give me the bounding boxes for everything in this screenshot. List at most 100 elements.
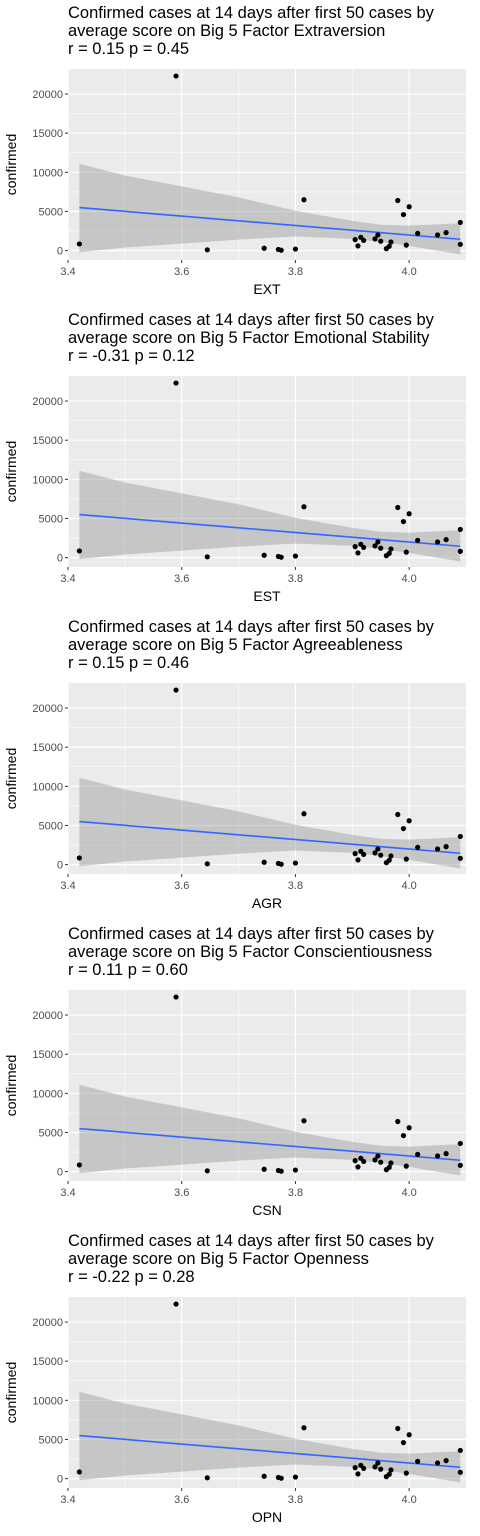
x-tick-label: 4.0 bbox=[401, 1187, 416, 1199]
chart-title-line-2: average score on Big 5 Factor Agreeablen… bbox=[68, 636, 403, 654]
regression-line bbox=[79, 1127, 461, 1162]
x-tick-label: 3.8 bbox=[288, 573, 303, 585]
chart-title-line-3: r = 0.15 p = 0.46 bbox=[68, 654, 190, 672]
y-axis-title: confirmed bbox=[3, 1362, 19, 1423]
chart-title-line-1: Confirmed cases at 14 days after first 5… bbox=[68, 4, 434, 22]
data-point bbox=[355, 857, 361, 863]
plot-panel-background bbox=[68, 69, 466, 260]
data-point bbox=[443, 230, 449, 236]
data-point bbox=[443, 537, 449, 543]
data-point bbox=[352, 237, 358, 243]
x-tick-label: 3.6 bbox=[174, 880, 189, 892]
data-point bbox=[76, 548, 82, 554]
chart-title-line-2: average score on Big 5 Factor Emotional … bbox=[68, 329, 430, 347]
data-point bbox=[261, 859, 267, 865]
data-point bbox=[400, 1439, 407, 1446]
data-point bbox=[400, 1132, 407, 1139]
y-tick-label: 20000 bbox=[32, 703, 63, 715]
data-point bbox=[415, 844, 421, 850]
data-point bbox=[395, 1118, 401, 1125]
data-point bbox=[352, 544, 358, 550]
chart-title: Confirmed cases at 14 days after first 5… bbox=[68, 618, 478, 672]
chart-title-line-3: r = 0.15 p = 0.45 bbox=[68, 40, 190, 58]
x-tick-label: 3.8 bbox=[288, 880, 303, 892]
plot-panel-background bbox=[68, 683, 466, 874]
y-tick-label: 5000 bbox=[39, 820, 63, 832]
x-tick-label: 3.6 bbox=[174, 573, 189, 585]
chart-panel-opn: Confirmed cases at 14 days after first 5… bbox=[0, 1228, 480, 1535]
y-tick-label: 10000 bbox=[32, 474, 63, 486]
data-point bbox=[204, 1168, 210, 1174]
data-point bbox=[375, 539, 381, 545]
data-point bbox=[292, 1167, 299, 1173]
y-tick-label: 10000 bbox=[32, 1088, 63, 1100]
data-point bbox=[434, 1153, 441, 1159]
chart-title-line-3: r = -0.22 p = 0.28 bbox=[68, 1268, 195, 1286]
data-point bbox=[443, 1151, 449, 1157]
x-tick-label: 3.8 bbox=[288, 1494, 303, 1506]
data-point bbox=[173, 994, 179, 1000]
data-point bbox=[278, 861, 284, 867]
data-point bbox=[457, 548, 463, 554]
data-point bbox=[403, 856, 409, 862]
data-point bbox=[403, 242, 409, 248]
data-point bbox=[386, 1164, 392, 1170]
regression-line bbox=[79, 513, 461, 548]
y-tick-label: 15000 bbox=[32, 1356, 63, 1368]
data-point bbox=[261, 1473, 267, 1479]
data-point bbox=[261, 552, 267, 558]
x-tick-label: 3.4 bbox=[60, 573, 75, 585]
data-point bbox=[386, 857, 392, 863]
data-point bbox=[378, 545, 384, 551]
data-point bbox=[278, 1168, 284, 1174]
data-point bbox=[406, 511, 412, 517]
y-tick-label: 5000 bbox=[39, 1127, 63, 1139]
y-tick-label: 5000 bbox=[39, 206, 63, 218]
y-tick-label: 10000 bbox=[32, 781, 63, 793]
x-axis-title: EST bbox=[253, 588, 281, 604]
data-point bbox=[352, 851, 358, 857]
data-point bbox=[278, 1475, 284, 1481]
data-point bbox=[415, 537, 421, 543]
data-point bbox=[457, 526, 463, 533]
data-point bbox=[355, 243, 361, 249]
data-point bbox=[292, 553, 299, 559]
x-axis-title: EXT bbox=[253, 281, 281, 297]
data-point bbox=[173, 687, 179, 693]
y-axis-title: confirmed bbox=[3, 1055, 19, 1116]
data-point bbox=[173, 380, 179, 386]
data-point bbox=[406, 1432, 412, 1438]
data-point bbox=[76, 855, 82, 861]
data-point bbox=[355, 550, 361, 556]
data-point bbox=[400, 211, 407, 218]
x-axis-title: OPN bbox=[252, 1509, 282, 1525]
chart-title-line-3: r = 0.11 p = 0.60 bbox=[68, 961, 188, 979]
data-point bbox=[278, 247, 284, 253]
data-point bbox=[76, 1469, 82, 1475]
chart-title-line-1: Confirmed cases at 14 days after first 5… bbox=[68, 618, 434, 636]
data-point bbox=[204, 1475, 210, 1481]
data-point bbox=[301, 811, 307, 817]
data-point bbox=[457, 1469, 463, 1475]
data-point bbox=[388, 853, 394, 859]
chart-title-line-1: Confirmed cases at 14 days after first 5… bbox=[68, 1232, 434, 1250]
plot-panel-background bbox=[68, 1297, 466, 1488]
data-point bbox=[173, 73, 179, 79]
data-point bbox=[372, 236, 378, 242]
scatter-plot: 0 5000 10000 15000 20000 3.4 3.6 3.8 4.0 EXT confi… bbox=[3, 69, 466, 297]
y-tick-label: 5000 bbox=[39, 1434, 63, 1446]
data-point bbox=[261, 245, 267, 251]
data-point bbox=[415, 1458, 421, 1464]
data-point bbox=[400, 825, 407, 832]
x-tick-label: 3.4 bbox=[60, 266, 75, 278]
data-point bbox=[457, 1447, 463, 1454]
data-point bbox=[261, 1166, 267, 1172]
data-point bbox=[204, 861, 210, 867]
data-point bbox=[400, 518, 407, 525]
data-point bbox=[361, 237, 367, 244]
data-point bbox=[403, 549, 409, 555]
scatter-plot: 0 5000 10000 15000 20000 3.4 3.6 3.8 4.0 AGR confi… bbox=[3, 683, 466, 911]
regression-line bbox=[79, 1434, 461, 1469]
data-point bbox=[386, 1471, 392, 1477]
scatter-plot: 0 5000 10000 15000 20000 3.4 3.6 3.8 4.0 CSN confi… bbox=[3, 990, 466, 1218]
